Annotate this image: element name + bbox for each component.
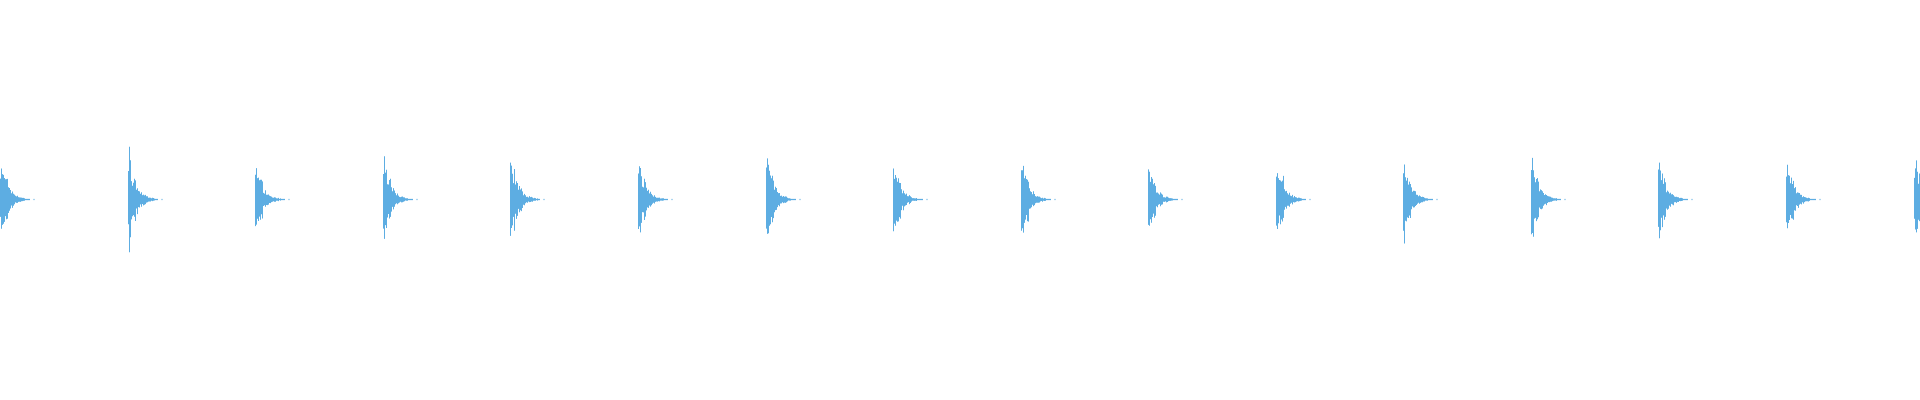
waveform-hit-samples — [893, 168, 928, 232]
waveform-hit — [255, 168, 290, 227]
waveform-hit-samples — [1531, 157, 1566, 237]
waveform-hit-samples — [1658, 162, 1693, 239]
waveform-hit — [893, 168, 928, 232]
waveform-hit — [1786, 164, 1821, 229]
waveform-hit-samples — [1403, 164, 1438, 244]
waveform-hit — [1403, 164, 1438, 244]
waveform-hit — [0, 168, 35, 229]
waveform-hit-samples — [1914, 160, 1920, 233]
waveform-hit-samples — [1021, 165, 1056, 233]
waveform-hit-samples — [510, 162, 545, 236]
waveform-hit-samples — [0, 168, 35, 229]
waveform-hit — [766, 158, 801, 234]
waveform-hits — [0, 146, 1920, 253]
waveform-hit — [1021, 165, 1056, 233]
waveform-hit — [1148, 169, 1183, 226]
waveform-hit — [1531, 157, 1566, 237]
waveform-hit-samples — [1276, 173, 1311, 229]
waveform-hit-samples — [383, 156, 418, 239]
waveform-hit — [510, 162, 545, 236]
waveform-hit — [1658, 162, 1693, 239]
waveform-hit-samples — [1148, 169, 1183, 226]
waveform-hit-samples — [766, 158, 801, 234]
waveform-hit-samples — [1786, 164, 1821, 229]
waveform-hit — [128, 146, 163, 253]
waveform-hit — [1276, 173, 1311, 229]
waveform-hit — [383, 156, 418, 239]
waveform-hit — [638, 166, 673, 233]
waveform-hit — [1914, 160, 1920, 233]
waveform-hit-samples — [128, 146, 163, 253]
waveform-hit-samples — [638, 166, 673, 233]
waveform-hit-samples — [255, 168, 290, 227]
